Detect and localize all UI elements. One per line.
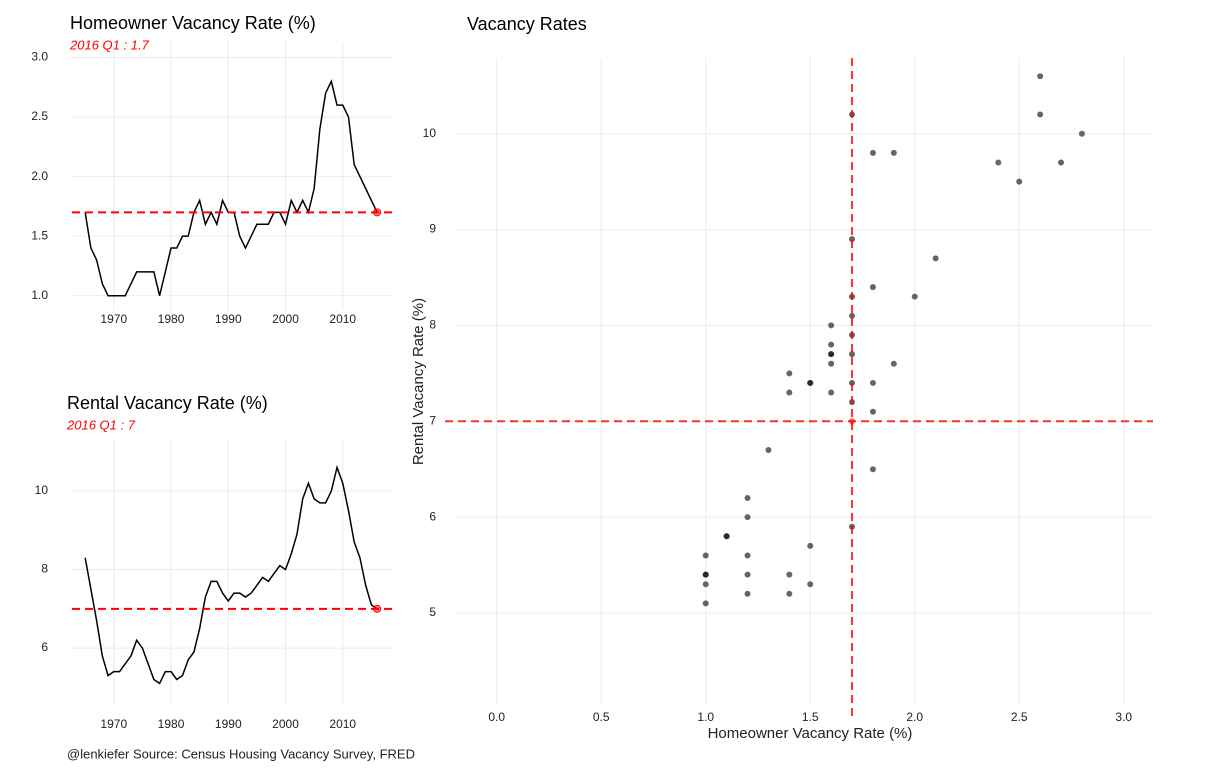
y-tick-label: 8 [429, 318, 436, 332]
x-tick-label: 1990 [215, 717, 242, 731]
scatter-point [1037, 73, 1044, 80]
scatter-point [828, 389, 835, 396]
scatter-point [869, 379, 876, 386]
scatter-point [869, 466, 876, 473]
scatter-point [828, 360, 835, 367]
scatter-point [828, 322, 835, 329]
scatter-point [786, 590, 793, 597]
x-tick-label: 1970 [100, 312, 127, 326]
y-tick-label: 2.0 [31, 169, 48, 183]
chart-subtitle: 2016 Q1 : 1.7 [69, 37, 150, 52]
scatter-point [744, 590, 751, 597]
x-tick-label: 2.5 [1011, 710, 1028, 724]
x-tick-label: 2010 [329, 312, 356, 326]
x-tick-label: 0.0 [488, 710, 505, 724]
series-line [84, 464, 378, 685]
scatter-point [807, 581, 814, 588]
scatter-point [702, 571, 709, 578]
scatter-point [869, 149, 876, 156]
scatter-point [890, 149, 897, 156]
scatter-point [723, 533, 730, 540]
scatter-point [1078, 130, 1085, 137]
caption: @lenkiefer Source: Census Housing Vacanc… [67, 746, 415, 761]
x-tick-label: 2.0 [906, 710, 923, 724]
series-line [84, 79, 378, 297]
scatter-point [744, 514, 751, 521]
y-tick-label: 5 [429, 605, 436, 619]
scatter-point [702, 552, 709, 559]
scatter-point [807, 379, 814, 386]
scatter-point [911, 293, 918, 300]
x-tick-label: 1.5 [802, 710, 819, 724]
x-tick-label: 1980 [158, 717, 185, 731]
scatter-point [869, 408, 876, 415]
x-tick-label: 2010 [329, 717, 356, 731]
scatter-point [995, 159, 1002, 166]
latest-point [373, 604, 382, 613]
scatter-point [828, 351, 835, 358]
scatter-point [807, 542, 814, 549]
scatter-point [828, 341, 835, 348]
x-tick-label: 1.0 [697, 710, 714, 724]
scatter-point [1037, 111, 1044, 118]
scatter-point [702, 600, 709, 607]
chart-title: Rental Vacancy Rate (%) [67, 393, 268, 413]
x-tick-label: 1990 [215, 312, 242, 326]
scatter-point [849, 351, 856, 358]
x-axis-label: Homeowner Vacancy Rate (%) [708, 725, 913, 742]
scatter-point [765, 447, 772, 454]
y-tick-label: 8 [41, 562, 48, 576]
y-tick-label: 6 [41, 640, 48, 654]
y-axis-label: Rental Vacancy Rate (%) [410, 298, 427, 465]
y-tick-label: 6 [429, 509, 436, 523]
y-tick-label: 1.5 [31, 228, 48, 242]
chart-subtitle: 2016 Q1 : 7 [66, 417, 136, 432]
y-tick-label: 2.5 [31, 109, 48, 123]
x-tick-label: 2000 [272, 312, 299, 326]
scatter-point [1058, 159, 1065, 166]
scatter-point [849, 312, 856, 319]
scatter-point [890, 360, 897, 367]
scatter-point [702, 581, 709, 588]
chart-title: Vacancy Rates [467, 14, 587, 34]
scatter-point [786, 389, 793, 396]
latest-point [373, 208, 382, 217]
x-tick-label: 1980 [158, 312, 185, 326]
x-tick-label: 3.0 [1115, 710, 1132, 724]
scatter-point [744, 571, 751, 578]
scatter-point [786, 370, 793, 377]
y-tick-label: 7 [429, 413, 436, 427]
scatter-point [1016, 178, 1023, 185]
scatter-point [849, 379, 856, 386]
x-tick-label: 0.5 [593, 710, 610, 724]
scatter-point [869, 284, 876, 291]
y-tick-label: 1.0 [31, 288, 48, 302]
scatter-point [744, 552, 751, 559]
scatter-point [786, 571, 793, 578]
chart-title: Homeowner Vacancy Rate (%) [70, 13, 316, 33]
y-tick-label: 9 [429, 222, 436, 236]
y-tick-label: 10 [423, 126, 437, 140]
scatter-point [932, 255, 939, 262]
x-tick-label: 2000 [272, 717, 299, 731]
x-tick-label: 1970 [100, 717, 127, 731]
y-tick-label: 3.0 [31, 50, 48, 64]
y-tick-label: 10 [35, 483, 49, 497]
scatter-point [744, 494, 751, 501]
scatter-point [849, 236, 856, 243]
